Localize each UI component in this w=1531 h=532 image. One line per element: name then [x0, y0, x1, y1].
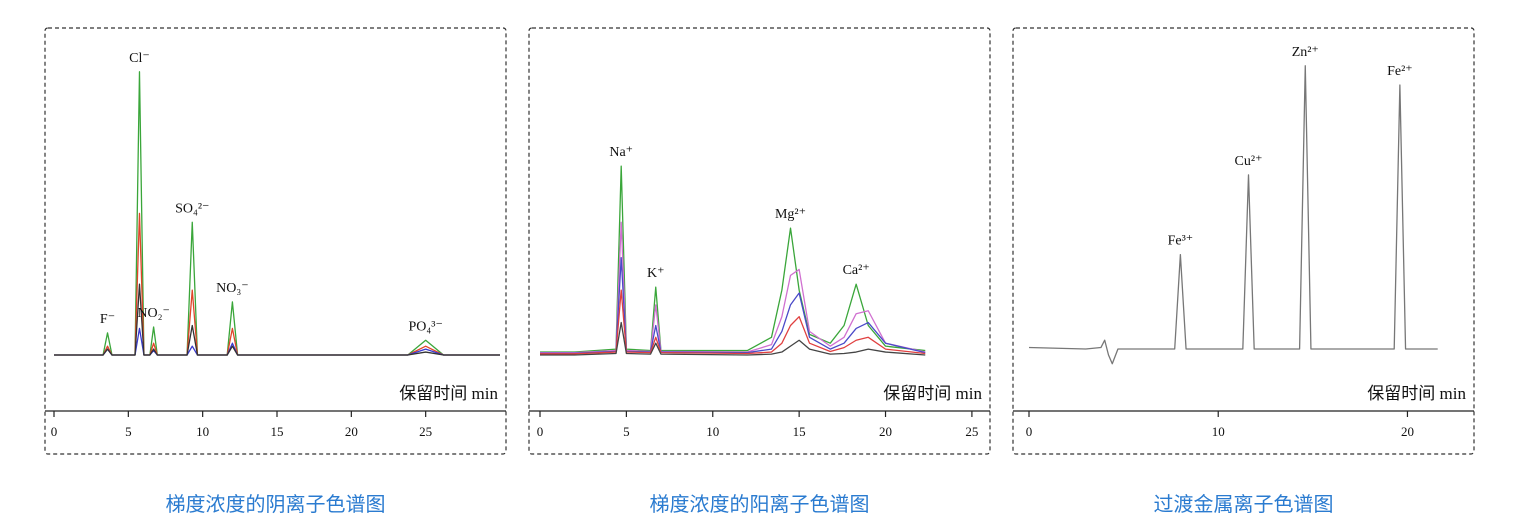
x-tick-label: 0 [1026, 424, 1033, 439]
peak-label: Na⁺ [609, 145, 633, 160]
peak-label: SO₄²⁻ [175, 201, 209, 216]
peak-label: Fe³⁺ [1168, 234, 1194, 249]
peak-label: F⁻ [100, 312, 115, 327]
x-tick-label: 0 [51, 424, 58, 439]
chart-panel: 0 5 10 15 20 25 保留时间 min Na⁺ K⁺ Mg²⁺ Ca²⁺ 梯度浓度的阳离子色… [528, 27, 991, 516]
caption: 梯度浓度的阳离子色谱图 [650, 492, 870, 516]
x-tick-label: 20 [879, 424, 892, 439]
x-tick-label: 5 [623, 424, 630, 439]
x-tick-label: 10 [196, 424, 209, 439]
peak-label: Cu²⁺ [1235, 154, 1263, 169]
x-tick-label: 5 [125, 424, 132, 439]
x-tick-label: 10 [1212, 424, 1225, 439]
x-axis-title: 保留时间 min [1367, 384, 1466, 403]
x-tick-label: 20 [345, 424, 358, 439]
trace [540, 221, 926, 354]
trace [1028, 65, 1438, 365]
trace [54, 71, 500, 356]
x-tick-label: 25 [419, 424, 432, 439]
panel-frame [44, 27, 507, 455]
trace [540, 165, 926, 353]
panel-frame [528, 27, 991, 455]
trace [540, 257, 926, 354]
panel-frame [1012, 27, 1475, 455]
chart-panel: 0 5 10 15 20 25 保留时间 min F⁻ Cl⁻ NO₂⁻ SO₄²⁻ NO₃⁻ PO₄³… [44, 27, 507, 516]
x-tick-label: 25 [965, 424, 978, 439]
x-tick-label: 10 [706, 424, 719, 439]
x-tick-label: 15 [271, 424, 284, 439]
peak-label: Cl⁻ [129, 51, 150, 66]
peak-label: PO₄³⁻ [408, 319, 442, 334]
x-tick-label: 15 [793, 424, 806, 439]
x-tick-label: 0 [537, 424, 544, 439]
x-axis-title: 保留时间 min [399, 384, 498, 403]
peak-label: Ca²⁺ [843, 263, 870, 278]
x-tick-label: 20 [1401, 424, 1414, 439]
peak-label: K⁺ [647, 266, 665, 281]
x-axis-title: 保留时间 min [883, 384, 982, 403]
peak-label: NO₂⁻ [137, 306, 170, 321]
trace [540, 289, 926, 355]
peak-label: Mg²⁺ [775, 207, 806, 222]
peak-label: Fe²⁺ [1387, 64, 1413, 79]
caption: 梯度浓度的阴离子色谱图 [166, 492, 386, 516]
chart-panel: 0 10 20 保留时间 min Fe³⁺ Cu²⁺ Zn²⁺ Fe²⁺ 过渡金属离子色谱图 [1012, 27, 1475, 516]
peak-label: Zn²⁺ [1292, 45, 1319, 60]
peak-label: NO₃⁻ [216, 281, 249, 296]
caption: 过渡金属离子色谱图 [1154, 492, 1334, 516]
trace [540, 321, 926, 356]
trace [54, 283, 500, 356]
